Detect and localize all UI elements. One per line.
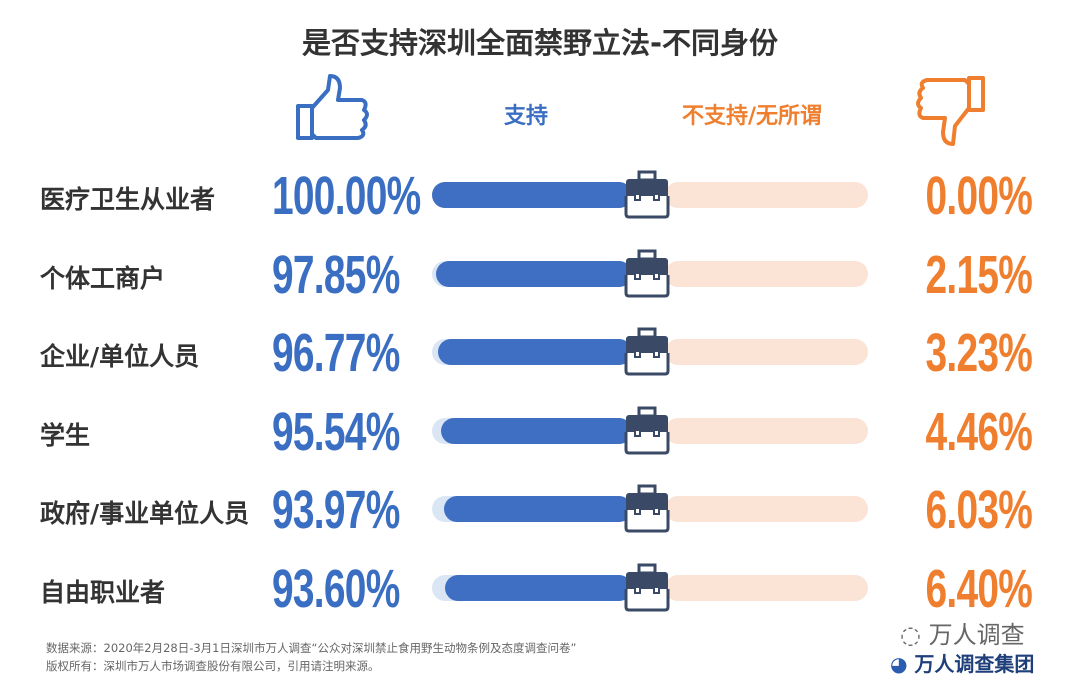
briefcase-icon xyxy=(623,484,671,538)
oppose-value-label: 4.46% xyxy=(925,401,1032,462)
brand-name: 万人调查集团 xyxy=(914,652,1035,676)
chart-row: 学生 95.54% 4.46% xyxy=(0,402,1080,462)
support-bar xyxy=(444,496,632,522)
support-value-label: 93.60% xyxy=(272,558,400,619)
support-value-label: 95.54% xyxy=(272,401,400,462)
thumbs-up-icon xyxy=(296,74,369,140)
brand-icon: ◕ xyxy=(890,652,915,676)
oppose-bar-track xyxy=(665,417,868,444)
oppose-bar-track xyxy=(665,339,868,365)
support-value-label: 96.77% xyxy=(272,323,400,383)
support-bar xyxy=(444,574,632,601)
source-note: 数据来源：2020年2月28日-3月1日深圳市万人调查“公众对深圳禁止食用野生动… xyxy=(46,641,577,655)
briefcase-icon xyxy=(623,563,671,617)
wechat-name: 万人调查 xyxy=(928,621,1025,649)
chart-title: 是否支持深圳全面禁野立法-不同身份 xyxy=(301,26,779,60)
category-label: 医疗卫生从业者 xyxy=(40,185,216,214)
support-value-label: 100.00% xyxy=(272,166,421,226)
briefcase-icon xyxy=(623,170,671,224)
oppose-value-label: 2.15% xyxy=(925,244,1032,305)
category-label: 政府/事业单位人员 xyxy=(40,499,250,528)
support-bar xyxy=(436,260,632,287)
oppose-bar-track xyxy=(665,574,868,601)
oppose-value-label: 0.00% xyxy=(925,166,1032,226)
wechat-icon: ◌ xyxy=(900,621,929,649)
support-bar xyxy=(440,417,632,444)
support-bar xyxy=(432,182,632,208)
category-label: 企业/单位人员 xyxy=(40,342,200,371)
support-value-label: 97.85% xyxy=(272,244,400,305)
copyright-note: 版权所有：深圳市万人市场调查股份有限公司，引用请注明来源。 xyxy=(46,659,380,673)
chart-row: 自由职业者 93.60% 6.40% xyxy=(0,559,1080,619)
legend-oppose: 不支持/无所谓 xyxy=(682,104,823,129)
oppose-value-label: 3.23% xyxy=(925,323,1032,383)
thumbs-down-icon xyxy=(916,76,985,146)
oppose-bar-track xyxy=(665,182,868,208)
legend-support: 支持 xyxy=(504,104,549,129)
support-value-label: 93.97% xyxy=(272,480,400,540)
support-bar xyxy=(438,339,632,365)
oppose-value-label: 6.40% xyxy=(925,558,1032,619)
category-label: 个体工商户 xyxy=(40,263,166,293)
category-label: 学生 xyxy=(40,420,91,450)
category-label: 自由职业者 xyxy=(40,577,166,607)
oppose-bar-track xyxy=(665,496,868,522)
chart-row: 个体工商户 97.85% 2.15% xyxy=(0,245,1080,305)
briefcase-icon xyxy=(623,327,671,381)
briefcase-icon xyxy=(623,406,671,460)
chart-row: 政府/事业单位人员 93.97% 6.03% xyxy=(0,480,1080,540)
chart-row: 医疗卫生从业者 100.00% 0.00% xyxy=(0,166,1080,226)
briefcase-icon xyxy=(623,249,671,303)
chart-row: 企业/单位人员 96.77% 3.23% xyxy=(0,323,1080,383)
oppose-value-label: 6.03% xyxy=(925,480,1032,540)
wechat-account: ◌ 万人调查 xyxy=(900,615,1025,650)
oppose-bar-track xyxy=(665,260,868,287)
brand-logo: ◕ 万人调查集团 xyxy=(890,648,1034,677)
